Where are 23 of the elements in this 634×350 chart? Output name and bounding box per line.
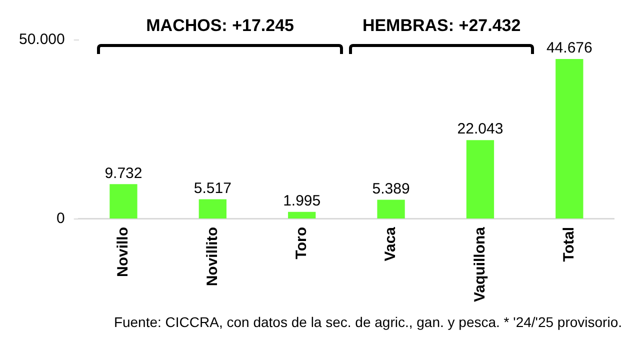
- text: MACHOS: +17.245: [145, 16, 295, 36]
- source-note: Fuente: CICCRA, con datos de la sec. de agric., gan. y pesca. * '24/'25 provisorio.: [114, 314, 622, 330]
- x-tick-label: Novillo: [114, 226, 132, 277]
- data-label: 1.995: [283, 192, 321, 210]
- data-label: 5.517: [194, 180, 232, 197]
- data-label: 22.043: [457, 120, 504, 138]
- data-label: 44.676: [546, 40, 592, 57]
- x-tick-label: Total: [560, 226, 578, 262]
- data-label: 5.389: [372, 180, 410, 198]
- x-tick-label: Toro: [292, 226, 310, 260]
- x-tick-label: Vaca: [382, 226, 400, 262]
- data-label: 9.732: [104, 164, 142, 182]
- bar: [110, 184, 138, 218]
- bar: [466, 140, 494, 218]
- bar: [288, 212, 316, 218]
- bar: [377, 200, 405, 218]
- y-tick-label: 50.000: [18, 31, 65, 48]
- bar: [198, 199, 226, 218]
- y-tick-label: 0: [56, 210, 65, 228]
- text: HEMBRAS: +27.432: [361, 16, 522, 36]
- x-tick-label: Vaquillona: [471, 226, 488, 302]
- bar: [556, 59, 584, 218]
- x-tick-label: Novillito: [204, 226, 221, 286]
